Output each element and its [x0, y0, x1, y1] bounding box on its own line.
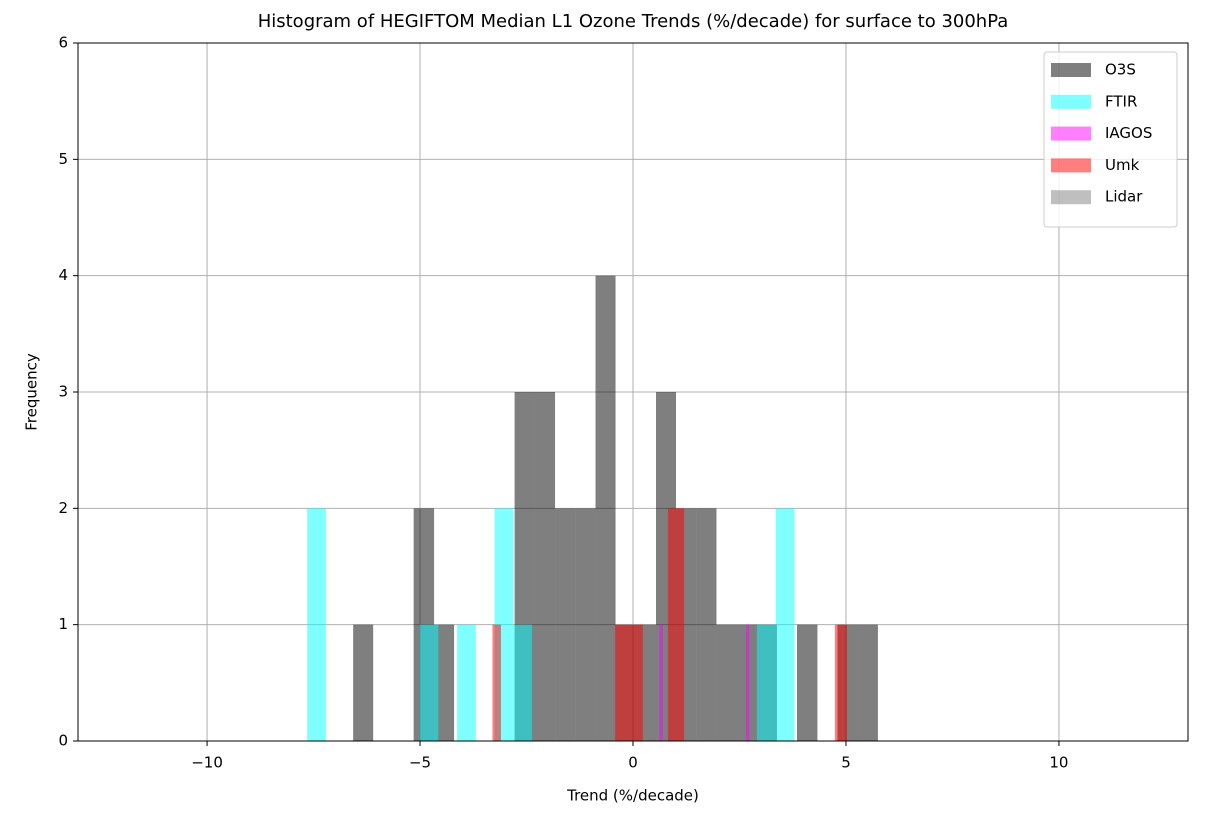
y-tick-label: 1	[58, 615, 68, 633]
legend-swatch	[1051, 126, 1091, 141]
legend-label: Umk	[1105, 156, 1140, 174]
y-tick-label: 3	[58, 383, 68, 401]
legend-label: Lidar	[1105, 188, 1143, 206]
legend-label: FTIR	[1105, 92, 1137, 110]
histogram-bar	[457, 624, 476, 741]
histogram-bar	[595, 275, 616, 741]
histogram-bar	[796, 624, 818, 741]
histogram-bar	[535, 392, 556, 741]
chart-title: Histogram of HEGIFTOM Median L1 Ozone Tr…	[258, 11, 1009, 32]
y-tick-label: 5	[58, 150, 68, 168]
histogram-bar	[307, 508, 326, 741]
histogram-bar	[775, 508, 795, 741]
histogram-bar	[513, 624, 533, 741]
x-tick-label: −10	[191, 754, 223, 772]
histogram-bar	[492, 624, 501, 741]
histogram-bar	[857, 624, 878, 741]
legend-swatch	[1051, 63, 1091, 77]
y-tick-label: 4	[58, 266, 68, 284]
y-tick-label: 2	[58, 499, 68, 517]
histogram-bar	[434, 624, 455, 741]
legend-swatch	[1051, 190, 1091, 205]
y-tick-label: 0	[58, 732, 68, 750]
plot-frame	[77, 42, 1189, 742]
histogram-bar	[628, 624, 643, 741]
legend-label: IAGOS	[1105, 124, 1152, 142]
histogram-bar	[419, 624, 439, 741]
legend-swatch	[1051, 94, 1091, 109]
histogram-bar	[555, 508, 576, 741]
y-tick-label: 6	[58, 34, 68, 52]
histogram-bar	[834, 624, 847, 741]
histogram-bar	[696, 508, 717, 741]
histogram-bar	[659, 624, 663, 741]
histogram-bar	[745, 624, 750, 741]
histogram-bar	[756, 624, 776, 741]
histogram-bar	[667, 508, 685, 741]
histogram-bar	[716, 624, 737, 741]
histogram-bar	[353, 624, 374, 741]
x-tick-label: −5	[409, 754, 431, 772]
legend-swatch	[1051, 158, 1091, 173]
x-tick-label: 0	[628, 754, 638, 772]
y-axis-label: Frequency	[23, 353, 41, 431]
legend-label: O3S	[1105, 61, 1136, 79]
x-axis-label: Trend (%/decade)	[566, 787, 699, 805]
legend: O3S FTIR IAGOS Umk Lidar	[1043, 51, 1178, 228]
x-tick-label: 5	[841, 754, 851, 772]
x-tick-label: 10	[1049, 754, 1068, 772]
histogram-bar	[575, 508, 596, 741]
histogram-bar	[615, 624, 629, 741]
